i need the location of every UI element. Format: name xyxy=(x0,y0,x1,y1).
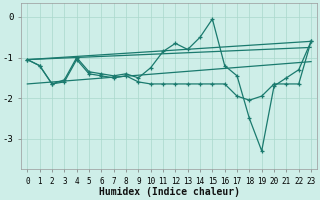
X-axis label: Humidex (Indice chaleur): Humidex (Indice chaleur) xyxy=(99,187,240,197)
